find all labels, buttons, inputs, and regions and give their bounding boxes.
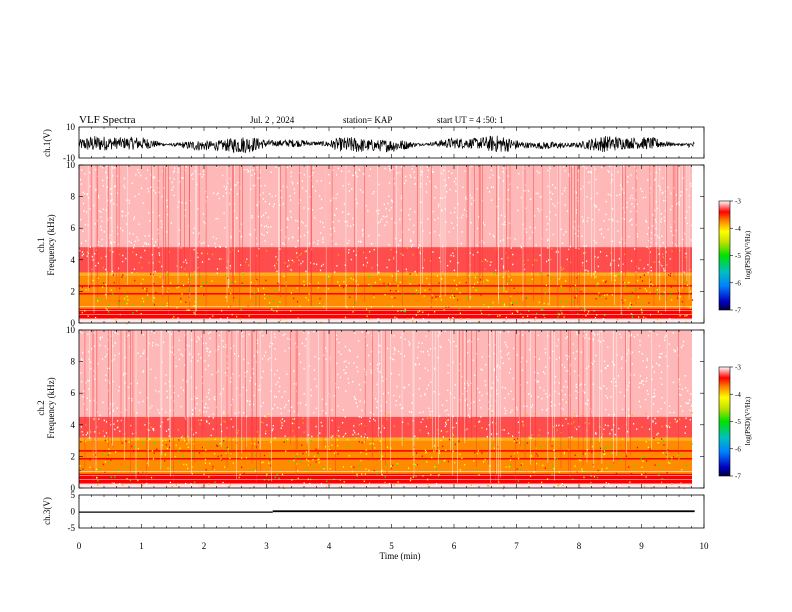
ch2-spectrogram-ytick-label: 0	[71, 483, 76, 493]
ch1-spectrogram-ytick-label: 8	[71, 192, 76, 202]
ch3-ylabel: ch.3(V)	[42, 497, 52, 525]
ch3-waveform-panel: 5 0 -5	[68, 490, 705, 533]
ch2-spec-ylabel: ch.2 Frequency (kHz)	[36, 377, 56, 438]
ch2-spectrogram-yellow-band	[79, 459, 692, 474]
x-tick-label: 5	[389, 541, 394, 551]
ch1-spectrogram-weak-band	[79, 165, 692, 248]
ch1-spectrogram-moderate-band	[79, 247, 692, 276]
ch3-trace-thick	[272, 510, 695, 513]
ch1-waveform-panel: 10 -10	[63, 122, 705, 163]
ch1-spectrogram-yellow-band	[79, 286, 692, 293]
ch1-spectrogram-ytick-label: 6	[71, 223, 76, 233]
ch2-spectrogram-ytick-label: 4	[71, 420, 76, 430]
x-tick-label: 2	[202, 541, 207, 551]
station-label: station= KAP	[343, 115, 392, 125]
ch1-ytick-label: 10	[66, 122, 76, 132]
x-axis-label: Time (min)	[380, 551, 421, 561]
ch2-spectrogram-ytick-label: 10	[66, 325, 76, 335]
ch1-waveform-trace	[78, 135, 695, 154]
ch2-spectrogram-ytick-label: 6	[71, 388, 76, 398]
start-time-label: start UT = 4 :50: 1	[437, 115, 504, 125]
colorbar-tick-label: -5	[735, 252, 741, 260]
ch1-ytick-label: -10	[63, 153, 75, 163]
ch1-spectrogram-ytick-label: 10	[66, 160, 76, 170]
colorbar-tick-label: -7	[735, 473, 741, 481]
figure-title: VLF Spectra	[79, 114, 136, 126]
ch1-spectrogram-ytick-label: 0	[71, 318, 76, 328]
x-tick-label: 6	[452, 541, 457, 551]
ch2-spectrogram-panel: 0 2 4 6 8 10	[66, 325, 705, 493]
x-tick-label: 4	[327, 541, 332, 551]
colorbar-tick-label: -4	[735, 225, 741, 233]
x-tick-label: 9	[639, 541, 644, 551]
svg-text:ch.2: ch.2	[36, 400, 46, 415]
colorbar-tick-label: -7	[735, 307, 741, 315]
ch1-spectrogram-yellow-band	[79, 294, 692, 309]
svg-text:Frequency (kHz): Frequency (kHz)	[46, 377, 56, 438]
colorbar-tick-label: -3	[735, 198, 741, 206]
date-label: Jul. 2 , 2024	[250, 115, 295, 125]
ch1-spectrogram-ytick-label: 4	[71, 255, 76, 265]
time-axis: 0 1 2 3 4 5 6 7 8 9 10	[77, 541, 709, 551]
colorbar-tick-label: -5	[735, 418, 741, 426]
ch1-spec-ylabel: ch.1 Frequency (kHz)	[36, 214, 56, 275]
x-tick-label: 7	[514, 541, 519, 551]
ch3-ytick-label: 0	[71, 507, 76, 517]
x-tick-label: 3	[264, 541, 269, 551]
ch2-spectrogram-ytick-label: 8	[71, 357, 76, 367]
colorbar-tick-label: -6	[735, 279, 741, 287]
ch1-spectrogram-panel: 0 2 4 6 8 10	[66, 160, 705, 328]
ch1-spectrogram-ytick-label: 2	[71, 286, 76, 296]
x-tick-label: 8	[577, 541, 582, 551]
colorbar-tick-label: -6	[735, 445, 741, 453]
ch3-ytick-label: 5	[71, 490, 76, 500]
svg-text:Frequency (kHz): Frequency (kHz)	[46, 214, 56, 275]
colorbar-tick-label: -3	[735, 364, 741, 372]
x-tick-label: 1	[139, 541, 144, 551]
x-tick-label: 0	[77, 541, 82, 551]
ch1-colorbar-label: log(PSD)(V²/Hz)	[744, 230, 752, 279]
colorbar-tick-label: -4	[735, 391, 741, 399]
ch2-colorbar-label: log(PSD)(V²/Hz)	[744, 396, 752, 445]
svg-text:ch.1: ch.1	[36, 237, 46, 252]
ch3-ytick-label: -5	[68, 523, 76, 533]
ch1-ylabel: ch.1(V)	[42, 129, 52, 157]
ch2-spectrogram-ytick-label: 2	[71, 451, 76, 461]
x-tick-label: 10	[700, 541, 710, 551]
